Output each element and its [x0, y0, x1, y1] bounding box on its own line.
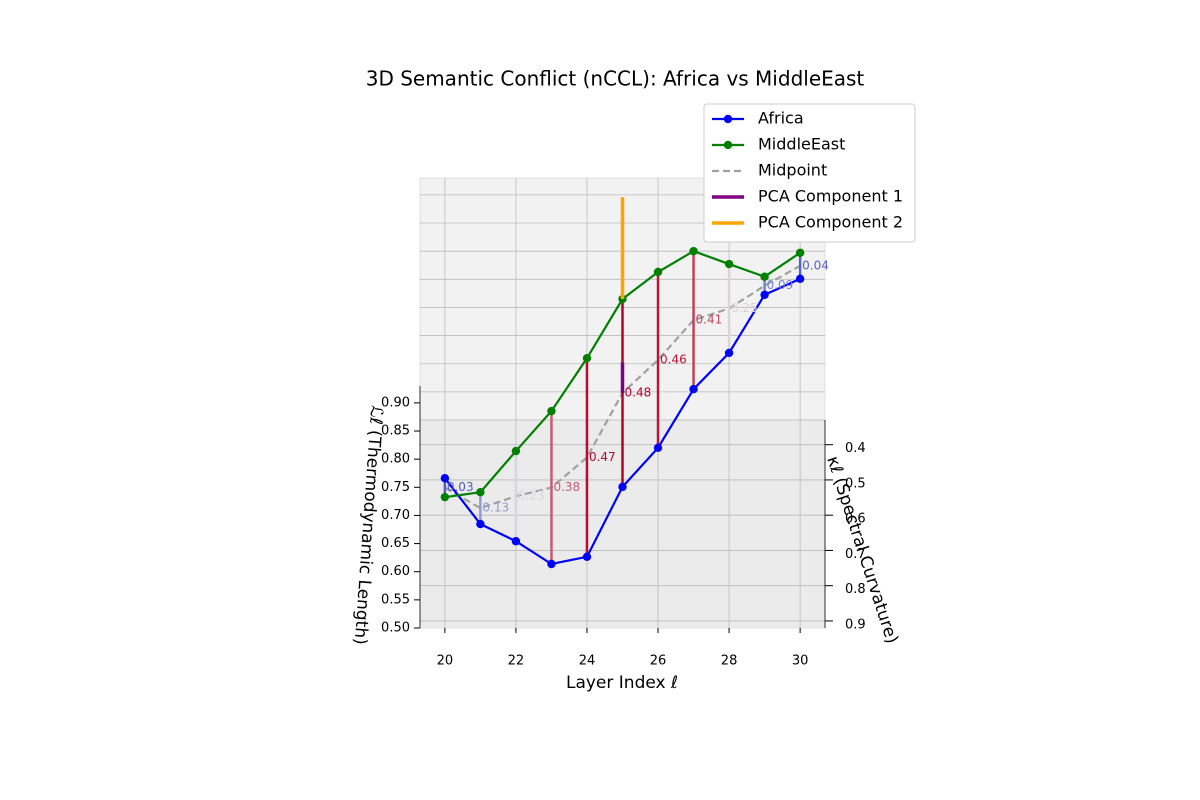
z-tick-label: 0.65 — [381, 536, 410, 551]
series-point — [618, 482, 627, 492]
series-point — [582, 552, 592, 562]
z-tick-label: 0.85 — [381, 424, 410, 439]
series-point — [476, 519, 485, 529]
z-tick-label: 0.80 — [381, 452, 410, 467]
conflict-label: 0.23 — [518, 489, 545, 503]
series-point — [760, 272, 769, 281]
x-axis-label: Layer Index ℓ — [566, 673, 678, 693]
z-tick-label: 0.55 — [381, 592, 410, 607]
x-tick-label: 24 — [579, 654, 596, 669]
z-axis-label: ℒℓ (Thermodynamic Length) — [350, 405, 387, 646]
series-point — [440, 492, 450, 502]
conflict-label: 0.38 — [553, 480, 580, 494]
x-tick-label: 22 — [508, 654, 525, 669]
series-point — [689, 384, 698, 394]
y-tick-label: 0.7 — [845, 547, 866, 562]
conflict-label: 0.47 — [589, 450, 616, 464]
y-tick-label: 0.4 — [845, 441, 866, 456]
series-point — [440, 474, 450, 483]
y-tick-label: 0.6 — [845, 512, 866, 527]
series-point — [547, 406, 556, 416]
legend-label: MiddleEast — [758, 135, 845, 154]
legend-label: Midpoint — [758, 161, 827, 180]
conflict-label: 0.03 — [447, 480, 474, 494]
y-tick-label: 0.9 — [845, 617, 866, 632]
legend-label: Africa — [758, 109, 804, 128]
y-tick-label: 0.8 — [845, 582, 866, 597]
legend: Africa MiddleEast Midpoint PCA Component 1 P… — [703, 103, 916, 243]
chart-title: 3D Semantic Conflict (nCCL): Africa vs M… — [366, 67, 865, 91]
series-point — [511, 537, 521, 546]
series-point — [511, 446, 521, 456]
z-tick-label: 0.75 — [381, 480, 410, 495]
x-tick-label: 28 — [721, 654, 738, 669]
conflict-label: 0.41 — [696, 313, 723, 327]
series-point — [795, 274, 805, 284]
series-point — [476, 488, 485, 497]
z-tick-label: 0.90 — [381, 395, 410, 410]
series-point — [653, 267, 663, 277]
series-point — [547, 559, 556, 569]
legend-box — [703, 103, 916, 243]
conflict-label: 0.09 — [767, 278, 794, 292]
series-point — [795, 248, 805, 257]
z-tick-label: 0.60 — [381, 564, 410, 579]
z-tick-label: 0.50 — [381, 621, 410, 636]
legend-marker — [723, 114, 733, 124]
x-tick-label: 26 — [650, 654, 667, 669]
legend-label: PCA Component 2 — [758, 213, 903, 232]
conflict-label: 0.25 — [731, 301, 758, 315]
series-point — [760, 290, 769, 299]
series-point — [724, 348, 734, 358]
y-tick-label: 0.5 — [845, 476, 866, 491]
conflict-label: 0.46 — [660, 352, 687, 366]
z-tick-label: 0.70 — [381, 508, 410, 523]
series-point — [724, 259, 734, 269]
series-point — [689, 246, 698, 256]
conflict-label: 0.04 — [802, 258, 829, 272]
conflict-label: 0.48 — [625, 385, 652, 399]
conflict-label: 0.13 — [482, 501, 509, 515]
legend-marker — [723, 140, 733, 150]
x-tick-label: 30 — [792, 654, 809, 669]
series-point — [653, 443, 663, 453]
series-point — [582, 353, 592, 363]
x-tick-label: 20 — [437, 654, 454, 669]
legend-label: PCA Component 1 — [758, 187, 903, 206]
